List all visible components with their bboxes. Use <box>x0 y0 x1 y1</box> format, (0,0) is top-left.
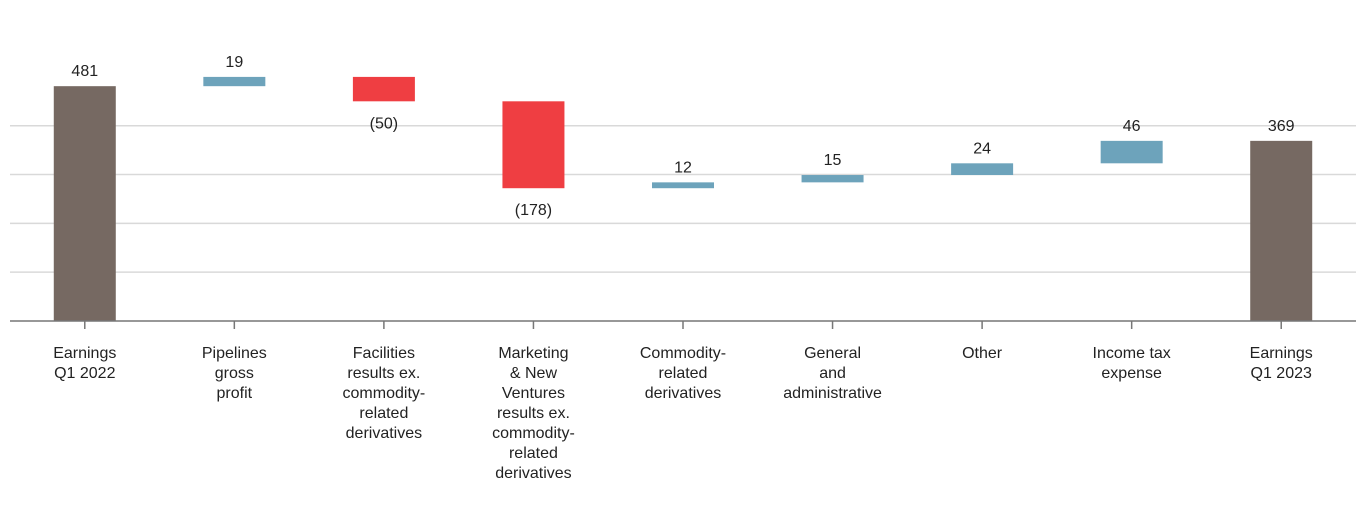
data-label-7: 46 <box>1123 118 1141 135</box>
bar-2 <box>352 76 415 102</box>
category-label-line: Marketing <box>498 345 568 362</box>
data-label-3: (178) <box>515 202 552 219</box>
category-label-6: Other <box>962 345 1003 362</box>
bar-1 <box>203 76 266 87</box>
category-label-line: derivatives <box>645 385 721 402</box>
category-label-7: Income tax expense <box>1093 345 1171 382</box>
category-label-line: commodity- <box>343 385 426 402</box>
category-label-line: Q1 2023 <box>1251 365 1312 382</box>
category-label-line: General <box>804 345 861 362</box>
bar-5 <box>801 175 864 183</box>
category-label-line: & New <box>510 365 558 382</box>
bar-8 <box>1250 140 1313 321</box>
category-label-line: results ex. <box>497 405 570 422</box>
bar-0 <box>53 86 116 321</box>
category-label-line: related <box>359 405 408 422</box>
category-label-line: Other <box>962 345 1003 362</box>
data-label-8: 369 <box>1268 118 1295 135</box>
category-label-line: Facilities <box>353 345 415 362</box>
category-label-line: related <box>659 365 708 382</box>
category-label-line: derivatives <box>346 425 422 442</box>
category-label-line: gross <box>215 365 254 382</box>
category-label-line: Q1 2022 <box>54 365 115 382</box>
category-label-4: Commodity-related derivatives <box>640 345 726 402</box>
category-label-5: General and administrative <box>783 345 882 402</box>
category-label-line: Income tax <box>1093 345 1171 362</box>
category-label-3: Marketing & New Ventures results ex. commodi… <box>492 345 575 482</box>
category-label-line: derivatives <box>495 465 571 482</box>
category-label-line: Earnings <box>1250 345 1313 362</box>
data-label-1: 19 <box>225 54 243 71</box>
bar-3 <box>502 101 565 189</box>
data-label-4: 12 <box>674 159 692 176</box>
bar-6 <box>951 163 1014 176</box>
category-label-line: related <box>509 445 558 462</box>
data-label-0: 481 <box>71 63 98 80</box>
category-label-line: expense <box>1101 365 1162 382</box>
category-label-2: Facilities results ex. commodity-related de… <box>343 345 426 442</box>
category-label-1: Pipelines gross profit <box>202 345 267 402</box>
category-label-line: and <box>819 365 846 382</box>
bar-7 <box>1100 140 1163 164</box>
data-label-2: (50) <box>370 115 398 132</box>
category-label-line: administrative <box>783 385 882 402</box>
category-label-line: Ventures <box>502 385 565 402</box>
category-label-line: profit <box>217 385 253 402</box>
data-label-6: 24 <box>973 140 991 157</box>
data-label-5: 15 <box>824 152 842 169</box>
bar-4 <box>652 182 714 189</box>
category-label-line: commodity- <box>492 425 575 442</box>
category-label-line: Commodity- <box>640 345 726 362</box>
category-label-line: results ex. <box>347 365 420 382</box>
category-label-line: Earnings <box>53 345 116 362</box>
category-label-0: Earnings Q1 2022 <box>53 345 116 382</box>
category-label-line: Pipelines <box>202 345 267 362</box>
category-label-8: Earnings Q1 2023 <box>1250 345 1313 382</box>
